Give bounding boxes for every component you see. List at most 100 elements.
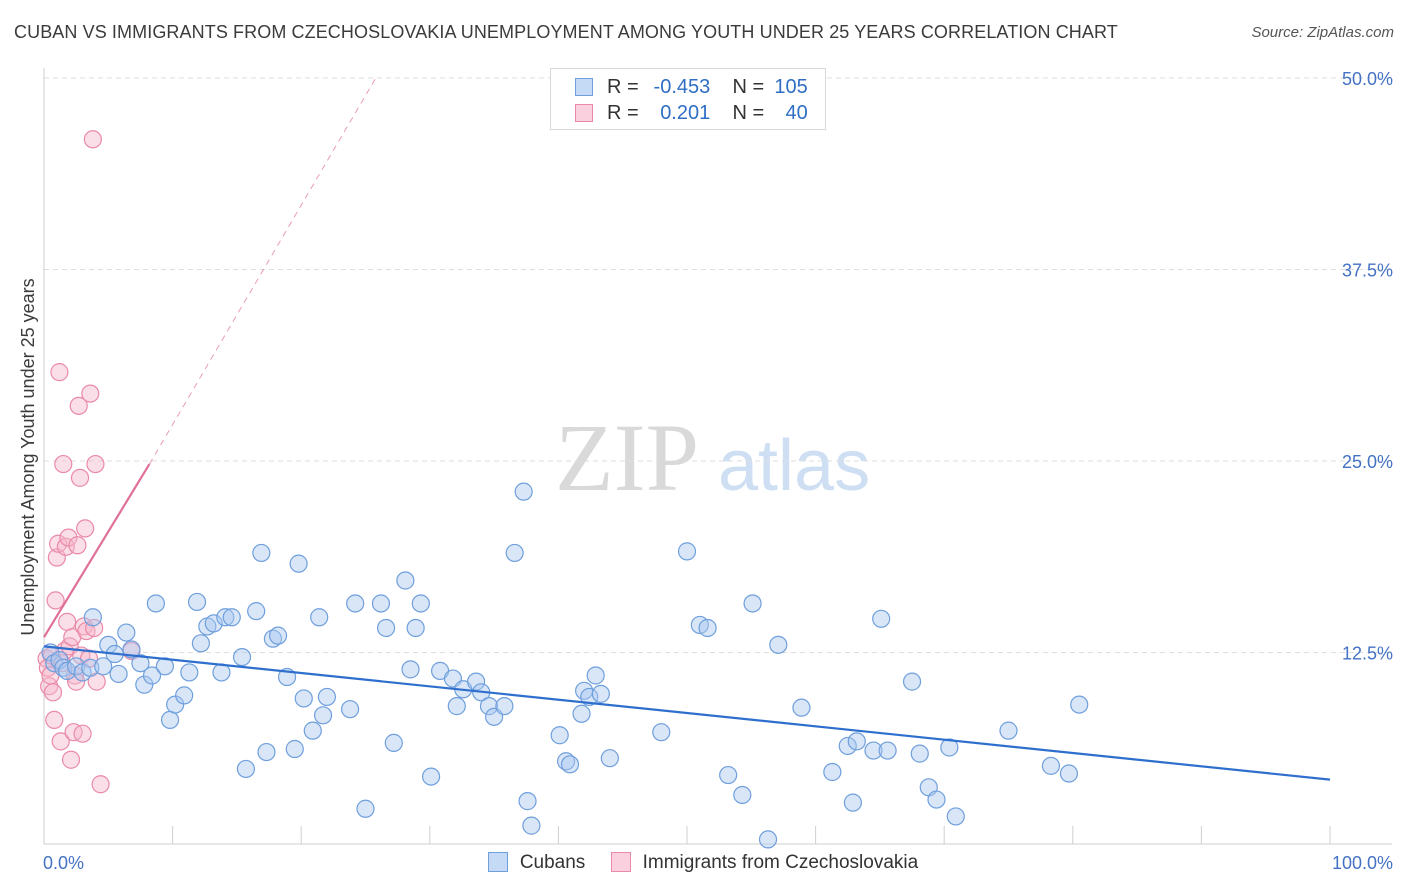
data-point-cubans bbox=[1059, 764, 1079, 783]
data-point-cubans bbox=[550, 726, 569, 745]
data-point-cubans bbox=[294, 689, 313, 708]
legend-item-czechoslovakia: Immigrants from Czechoslovakia bbox=[610, 852, 919, 874]
data-point-cubans bbox=[940, 738, 959, 757]
data-point-cubans bbox=[313, 706, 333, 725]
data-point-cubans bbox=[131, 654, 150, 673]
data-point-cubans bbox=[232, 647, 252, 667]
data-point-czechoslovakia bbox=[76, 519, 95, 538]
legend-n-label: N = bbox=[732, 76, 765, 98]
data-point-czechoslovakia bbox=[64, 723, 83, 742]
data-point-cubans bbox=[1041, 756, 1061, 775]
y-tick-label: 25.0% bbox=[1342, 452, 1393, 472]
data-point-cubans bbox=[285, 739, 304, 759]
series-cubans bbox=[41, 482, 1089, 849]
data-point-cubans bbox=[222, 608, 241, 627]
data-point-cubans bbox=[83, 608, 102, 627]
data-point-cubans bbox=[94, 657, 113, 676]
x-tick-label: 100.0% bbox=[1332, 853, 1393, 873]
data-point-cubans bbox=[303, 721, 322, 740]
data-point-cubans bbox=[317, 687, 337, 707]
data-point-cubans bbox=[902, 672, 922, 691]
legend-n-value: 40 bbox=[785, 102, 808, 124]
trend-line-cubans bbox=[43, 645, 1331, 781]
data-point-cubans bbox=[396, 571, 415, 590]
data-point-czechoslovakia bbox=[43, 683, 63, 702]
data-point-cubans bbox=[268, 626, 288, 645]
data-point-cubans bbox=[823, 762, 842, 782]
y-axis-title: Unemployment Among Youth under 25 years bbox=[18, 278, 38, 635]
data-point-cubans bbox=[356, 799, 375, 818]
gridlines bbox=[44, 77, 1392, 653]
data-point-cubans bbox=[191, 634, 210, 653]
data-point-cubans bbox=[591, 684, 610, 703]
source-label: Source: ZipAtlas.com bbox=[1251, 24, 1394, 41]
data-point-czechoslovakia bbox=[61, 750, 81, 769]
data-point-cubans bbox=[122, 640, 141, 659]
watermark-atlas: atlas bbox=[718, 426, 870, 506]
data-point-cubans bbox=[560, 755, 580, 774]
data-point-cubans bbox=[135, 675, 154, 694]
data-point-cubans bbox=[406, 618, 425, 638]
legend-swatch-cubans bbox=[575, 78, 593, 96]
data-point-czechoslovakia bbox=[70, 468, 90, 487]
legend-row-czechoslovakia: R = 0.201 N = 40 bbox=[575, 102, 808, 126]
data-point-cubans bbox=[447, 697, 466, 716]
y-tick-label: 37.5% bbox=[1342, 261, 1393, 281]
data-point-cubans bbox=[252, 543, 271, 563]
data-point-cubans bbox=[910, 744, 929, 763]
data-point-cubans bbox=[236, 759, 256, 779]
data-point-czechoslovakia bbox=[51, 732, 70, 751]
data-point-cubans bbox=[257, 742, 276, 762]
data-point-cubans bbox=[769, 635, 788, 654]
data-point-cubans bbox=[204, 614, 223, 633]
legend-item-cubans: Cubans bbox=[487, 852, 586, 874]
data-point-cubans bbox=[698, 618, 717, 638]
legend-swatch-czechoslovakia bbox=[575, 104, 593, 122]
trend-line-czechoslovakia-extended bbox=[149, 77, 377, 465]
legend-label-czechoslovakia: Immigrants from Czechoslovakia bbox=[642, 852, 919, 873]
data-point-cubans bbox=[180, 663, 199, 682]
data-point-cubans bbox=[946, 807, 965, 826]
chart-title: CUBAN VS IMMIGRANTS FROM CZECHOSLOVAKIA … bbox=[14, 22, 1118, 42]
data-point-cubans bbox=[346, 594, 365, 613]
data-point-cubans bbox=[733, 785, 752, 805]
data-point-cubans bbox=[247, 602, 266, 621]
series-legend: Cubans Immigrants from Czechoslovakia bbox=[0, 852, 1406, 874]
data-point-cubans bbox=[401, 660, 420, 679]
legend-row-cubans: R = -0.453 N = 105 bbox=[575, 76, 808, 100]
data-point-czechoslovakia bbox=[69, 396, 88, 415]
legend-r-value: -0.453 bbox=[653, 76, 711, 98]
legend: R = -0.453 N = 105 R = 0.201 N = 40 bbox=[550, 68, 826, 130]
y-tick-label: 12.5% bbox=[1342, 644, 1393, 664]
legend-r-value: 0.201 bbox=[660, 102, 711, 124]
data-point-czechoslovakia bbox=[58, 612, 77, 631]
data-point-cubans bbox=[146, 594, 165, 613]
data-point-czechoslovakia bbox=[54, 454, 73, 474]
data-point-czechoslovakia bbox=[86, 454, 105, 474]
legend-n-label: N = bbox=[732, 102, 765, 124]
data-point-czechoslovakia bbox=[50, 363, 69, 382]
data-point-cubans bbox=[872, 609, 891, 628]
legend-label-cubans: Cubans bbox=[519, 852, 586, 873]
y-tick-labels: 12.5% 25.0% 37.5% 50.0% bbox=[1342, 69, 1393, 664]
data-point-cubans bbox=[175, 686, 194, 705]
data-point-cubans bbox=[117, 623, 136, 642]
data-point-cubans bbox=[263, 629, 283, 648]
trend-line-czechoslovakia bbox=[43, 463, 151, 638]
data-point-cubans bbox=[847, 732, 866, 751]
data-point-cubans bbox=[572, 704, 591, 723]
data-point-czechoslovakia bbox=[68, 536, 87, 555]
legend-r-label: R = bbox=[607, 102, 639, 124]
data-point-cubans bbox=[340, 700, 360, 719]
data-point-czechoslovakia bbox=[91, 775, 110, 794]
legend-n-value: 105 bbox=[774, 76, 808, 98]
data-point-cubans bbox=[109, 664, 128, 684]
data-point-cubans bbox=[155, 657, 174, 676]
data-point-czechoslovakia bbox=[45, 710, 64, 730]
data-point-cubans bbox=[999, 721, 1018, 740]
x-tick-label: 0.0% bbox=[43, 853, 84, 873]
trend-lines bbox=[43, 77, 1331, 781]
legend-r-label: R = bbox=[607, 76, 639, 98]
data-point-cubans bbox=[187, 592, 207, 612]
data-point-czechoslovakia bbox=[81, 384, 100, 403]
